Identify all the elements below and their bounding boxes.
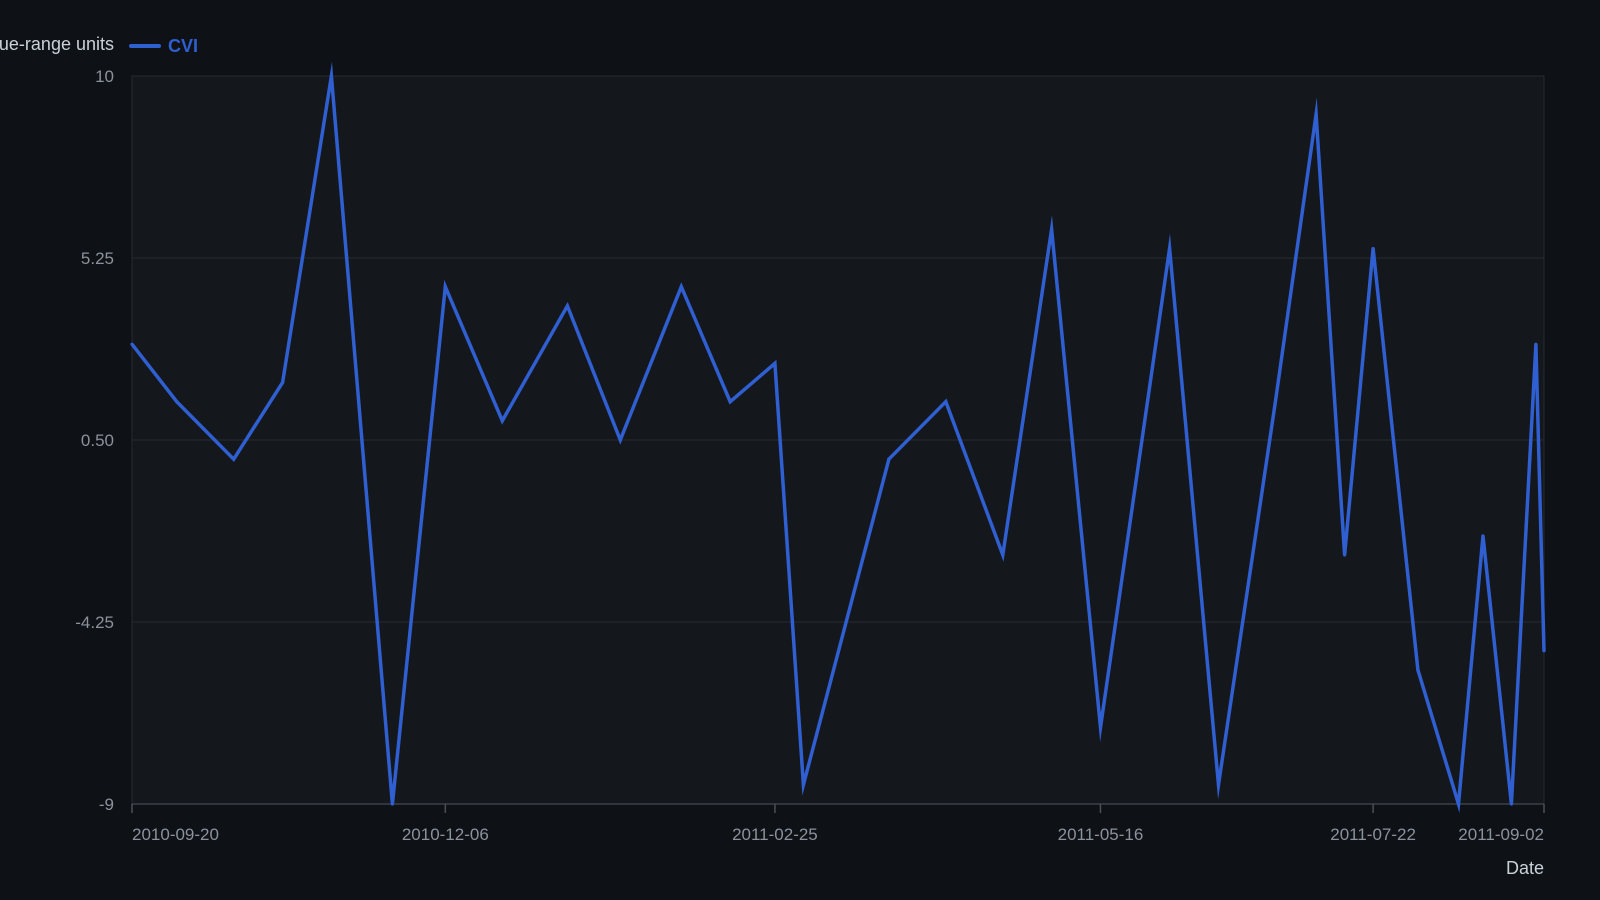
series-layer <box>130 61 1546 814</box>
data-point <box>329 74 333 78</box>
data-point <box>390 802 395 806</box>
y-axis-ticks: 10 5.25 0.50 -4.25 -9 <box>75 67 114 814</box>
data-point <box>1050 227 1054 231</box>
x-axis-ticks: 2010-09-20 2010-12-06 2011-02-25 2011-05-16… <box>131 804 1545 844</box>
data-point <box>1273 400 1278 404</box>
x-tick-label: 2011-05-16 <box>1058 825 1144 844</box>
y-tick-label: 10 <box>95 67 114 86</box>
data-point <box>1416 668 1420 672</box>
data-point <box>944 400 948 404</box>
data-point <box>773 361 777 365</box>
data-point <box>280 380 285 385</box>
y-tick-label: 0.50 <box>81 431 114 450</box>
data-point <box>175 400 179 404</box>
legend-label-cvi: CVI <box>168 36 198 56</box>
data-point <box>565 304 570 308</box>
data-point <box>1343 553 1347 557</box>
data-point <box>500 419 504 423</box>
data-point <box>1509 802 1514 806</box>
data-point <box>1534 342 1538 346</box>
data-point <box>1216 783 1221 787</box>
data-point <box>887 457 891 461</box>
data-point <box>1314 112 1318 116</box>
y-axis-title: Value-range units <box>0 34 114 54</box>
y-tick-label: -9 <box>99 795 114 814</box>
x-tick-label: 2010-09-20 <box>132 825 219 844</box>
legend: Value-range units CVI <box>0 34 198 56</box>
data-point <box>1542 649 1546 653</box>
x-tick-label: 2011-09-02 <box>1458 825 1544 844</box>
data-point <box>728 400 732 404</box>
data-point <box>679 285 683 289</box>
x-tick-label: 2010-12-06 <box>402 825 489 844</box>
x-axis-title: Date <box>1506 858 1544 878</box>
x-tick-label: 2011-02-25 <box>732 825 818 844</box>
data-point <box>1481 534 1485 538</box>
data-point <box>1456 802 1461 806</box>
y-tick-label: -4.25 <box>75 613 114 632</box>
data-point <box>1371 246 1375 251</box>
data-point <box>1168 246 1172 251</box>
data-point <box>443 285 447 289</box>
data-point <box>1001 553 1005 557</box>
y-tick-label: 5.25 <box>81 249 114 268</box>
data-point <box>801 783 806 787</box>
data-point <box>618 438 622 442</box>
data-point <box>130 342 134 346</box>
x-tick-label: 2011-07-22 <box>1330 825 1416 844</box>
data-point <box>232 457 236 461</box>
gridlines <box>132 75 1544 805</box>
data-point <box>1098 725 1103 729</box>
